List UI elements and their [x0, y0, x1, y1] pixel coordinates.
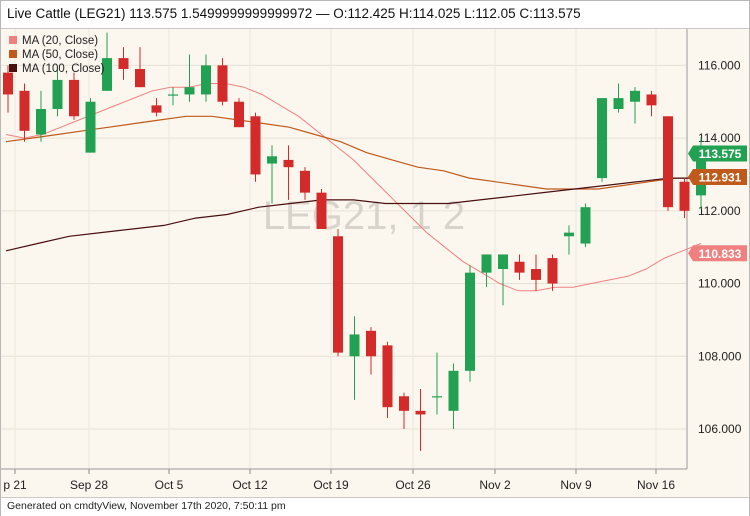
ma-line-3	[5, 177, 701, 252]
candle-body[interactable]	[399, 396, 409, 411]
candle-body[interactable]	[481, 254, 492, 273]
x-tick-label: Nov 9	[560, 478, 592, 492]
legend: MA (20, Close) MA (50, Close) MA (100, C…	[9, 34, 104, 76]
x-tick-label: p 21	[3, 478, 27, 492]
candle-body[interactable]	[135, 69, 145, 88]
candle-body[interactable]	[102, 58, 112, 91]
candle-body[interactable]	[333, 236, 343, 353]
candle-body[interactable]	[580, 207, 591, 244]
candle-body[interactable]	[679, 181, 690, 211]
x-tick-label: Sep 28	[70, 478, 108, 492]
legend-label-ma20: MA (20, Close)	[22, 35, 99, 47]
candle-body[interactable]	[300, 170, 310, 193]
candle-body[interactable]	[613, 98, 624, 109]
price-tag	[688, 145, 747, 162]
candle-body[interactable]	[3, 72, 13, 95]
candle-body[interactable]	[36, 109, 46, 135]
x-tick-label: Oct 19	[313, 478, 349, 492]
price-tag-label: 110.833	[699, 247, 742, 261]
ma-line-1	[5, 83, 702, 292]
candle-body[interactable]	[52, 79, 63, 109]
candle-body[interactable]	[250, 116, 261, 175]
candle-body[interactable]	[316, 192, 327, 229]
legend-swatch-ma50	[9, 50, 17, 58]
x-tick-label: Oct 12	[232, 478, 268, 492]
candle-body[interactable]	[564, 232, 574, 237]
candle-body[interactable]	[168, 94, 178, 96]
price-tag	[688, 245, 747, 262]
candle-body[interactable]	[531, 269, 541, 280]
candle-body[interactable]	[498, 254, 508, 269]
y-tick-label: 112.000	[698, 204, 741, 218]
candle-body[interactable]	[366, 330, 376, 357]
legend-swatch-ma100	[9, 64, 17, 72]
candle-body[interactable]	[630, 90, 640, 102]
candle-body[interactable]	[118, 58, 129, 69]
price-tag-label: 112.931	[699, 170, 742, 184]
price-tag-label: 113.575	[699, 147, 742, 161]
candle-body[interactable]	[646, 94, 657, 106]
title-bar: Live Cattle (LEG21) 113.575 1.5499999999…	[1, 1, 749, 29]
candle-body[interactable]	[283, 159, 294, 168]
candle-body[interactable]	[234, 101, 244, 128]
legend-item-ma20[interactable]: MA (20, Close)	[9, 34, 104, 48]
candle-body[interactable]	[382, 345, 393, 408]
candle-body[interactable]	[547, 258, 558, 284]
candlestick-chart[interactable]: 106.000 108.000 110.000 112.000 114.000 116.0…	[1, 29, 749, 497]
candle-body[interactable]	[432, 396, 442, 398]
candle-body[interactable]	[415, 410, 426, 415]
candle-body[interactable]	[151, 105, 162, 113]
ma-line-2	[5, 115, 701, 190]
y-tick-label: 116.000	[698, 58, 741, 72]
x-tick-label: Nov 2	[479, 478, 511, 492]
candle-body[interactable]	[19, 90, 30, 131]
candle-body[interactable]	[597, 98, 607, 179]
candle-body[interactable]	[465, 272, 475, 371]
chart-title: Live Cattle (LEG21) 113.575 1.5499999999…	[7, 6, 581, 21]
candle-body[interactable]	[85, 101, 96, 153]
legend-label-ma100: MA (100, Close)	[22, 63, 105, 75]
legend-item-ma100[interactable]: MA (100, Close)	[9, 62, 104, 76]
candle-body[interactable]	[184, 87, 195, 95]
candle-body[interactable]	[663, 116, 673, 208]
price-tag	[688, 168, 747, 185]
candle-body[interactable]	[514, 261, 525, 273]
y-tick-label: 110.000	[698, 277, 741, 291]
candle-body[interactable]	[349, 334, 360, 357]
legend-swatch-ma20	[9, 36, 17, 44]
candle-body[interactable]	[267, 156, 277, 164]
plot-background	[1, 29, 749, 497]
x-tick-label: Oct 26	[395, 478, 431, 492]
candle-body[interactable]	[217, 65, 228, 102]
candle-body[interactable]	[201, 65, 211, 95]
footer-text: Generated on cmdtyView, November 17th 20…	[7, 500, 286, 512]
legend-item-ma50[interactable]: MA (50, Close)	[9, 48, 104, 62]
y-tick-label: 108.000	[698, 349, 742, 363]
footer: Generated on cmdtyView, November 17th 20…	[1, 497, 749, 516]
candle-body[interactable]	[448, 370, 459, 411]
x-tick-label: Oct 5	[155, 478, 184, 492]
y-tick-label: 106.000	[698, 422, 742, 436]
y-tick-label: 114.000	[698, 131, 741, 145]
candle-body[interactable]	[69, 79, 79, 117]
legend-label-ma50: MA (50, Close)	[22, 49, 99, 61]
x-tick-label: Nov 16	[637, 478, 675, 492]
